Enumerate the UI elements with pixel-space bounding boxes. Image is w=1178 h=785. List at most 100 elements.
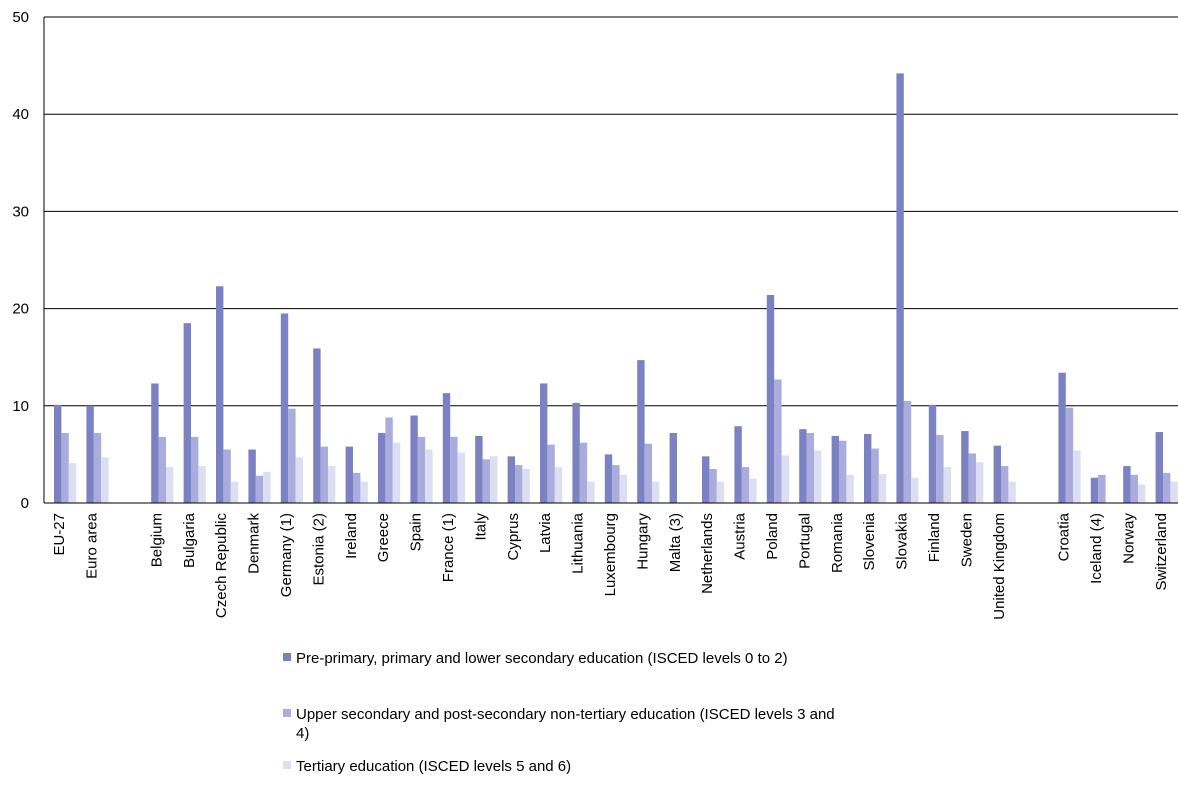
x-tick-label-netherlands: Netherlands	[699, 513, 716, 594]
bar-estonia-2-series-2	[320, 446, 328, 503]
bar-sweden-series-3	[976, 462, 984, 503]
bar-finland-series-1	[928, 404, 937, 503]
x-tick-label-eu-27: EU-27	[51, 513, 68, 556]
bar-cyprus-series-2	[515, 465, 523, 503]
bar-poland-series-2	[774, 379, 782, 503]
bar-luxembourg-series-3	[619, 474, 627, 503]
x-tick-label-iceland-4: Iceland (4)	[1088, 513, 1105, 584]
legend-swatch-series-3	[283, 761, 291, 769]
bar-italy-series-2	[482, 459, 490, 503]
bar-eu-27-series-2	[61, 433, 69, 503]
y-axis-ticks: 0 10 20 30 40 50	[12, 9, 29, 512]
x-tick-label-estonia-2: Estonia (2)	[310, 513, 327, 586]
x-tick-label-hungary: Hungary	[634, 513, 651, 570]
bar-cyprus-series-3	[522, 468, 530, 503]
bar-bulgaria-series-2	[191, 436, 199, 503]
bar-germany-1-series-1	[280, 313, 289, 503]
bar-ireland-series-1	[345, 446, 353, 503]
bar-netherlands-series-2	[709, 468, 717, 503]
axes	[43, 17, 1178, 504]
bar-germany-1-series-3	[295, 457, 303, 503]
x-tick-label-italy: Italy	[472, 513, 489, 541]
bar-slovenia-series-2	[871, 448, 879, 503]
bar-austria-series-3	[749, 478, 757, 503]
bar-greece-series-3	[392, 442, 401, 503]
bar-poland-series-3	[781, 455, 789, 503]
x-tick-label-czech-republic: Czech Republic	[213, 513, 230, 619]
bar-united-kingdom-series-3	[1008, 481, 1016, 503]
bar-germany-1-series-2	[288, 408, 296, 503]
bar-austria-series-1	[734, 426, 742, 503]
bar-greece-series-1	[378, 433, 386, 503]
bar-lithuania-series-2	[579, 442, 588, 503]
bar-slovakia-series-1	[896, 73, 904, 503]
x-tick-label-norway: Norway	[1120, 513, 1137, 564]
gridlines	[44, 16, 1178, 407]
legend: Pre-primary, primary and lower secondary…	[283, 650, 835, 775]
bars	[54, 73, 1178, 503]
bar-bulgaria-series-3	[198, 466, 206, 503]
x-tick-label-latvia: Latvia	[537, 512, 554, 553]
x-tick-label-lithuania: Lithuania	[570, 512, 587, 574]
bar-malta-3-series-1	[669, 433, 677, 503]
x-tick-label-greece: Greece	[375, 513, 392, 562]
category-labels: EU-27 Euro area Belgium Bulgaria Czech Repub…	[51, 512, 1170, 619]
bar-switzerland-series-1	[1155, 432, 1163, 503]
bar-latvia-series-3	[554, 467, 563, 503]
bar-norway-series-3	[1138, 484, 1146, 503]
x-tick-label-croatia: Croatia	[1056, 512, 1073, 561]
bar-euro-area-series-3	[101, 457, 109, 503]
x-tick-label-france-1: France (1)	[440, 513, 457, 582]
bar-croatia-series-2	[1065, 407, 1074, 503]
y-tick-label: 20	[12, 301, 29, 318]
x-tick-label-united-kingdom: United Kingdom	[991, 513, 1008, 620]
x-tick-label-denmark: Denmark	[246, 513, 263, 574]
legend-label-series-3: Tertiary education (ISCED levels 5 and 6…	[296, 758, 571, 775]
bar-netherlands-series-3	[716, 481, 725, 503]
bar-lithuania-series-3	[587, 481, 595, 503]
x-tick-label-sweden: Sweden	[958, 513, 975, 567]
bar-france-1-series-2	[450, 436, 458, 503]
y-tick-label: 10	[12, 398, 29, 415]
x-tick-label-finland: Finland	[926, 513, 943, 562]
x-tick-label-malta-3: Malta (3)	[667, 513, 684, 572]
bar-cyprus-series-1	[507, 456, 515, 503]
bar-romania-series-3	[846, 474, 854, 503]
legend-swatch-series-2	[283, 709, 291, 717]
bar-czech-republic-series-3	[230, 481, 239, 503]
bar-slovenia-series-3	[878, 473, 887, 503]
bar-italy-series-3	[490, 456, 498, 503]
x-tick-label-portugal: Portugal	[796, 513, 813, 569]
bar-latvia-series-2	[547, 444, 555, 503]
bar-slovakia-series-2	[903, 400, 912, 503]
x-tick-label-germany-1: Germany (1)	[278, 513, 295, 597]
bar-greece-series-2	[385, 417, 393, 503]
bar-estonia-2-series-3	[328, 466, 336, 503]
y-tick-label: 40	[12, 106, 29, 123]
x-tick-label-cyprus: Cyprus	[505, 513, 522, 561]
x-tick-label-switzerland: Switzerland	[1153, 513, 1170, 591]
bar-bulgaria-series-1	[183, 323, 191, 503]
bar-latvia-series-1	[540, 383, 548, 503]
bar-euro-area-series-2	[93, 433, 102, 503]
bar-romania-series-1	[831, 435, 839, 503]
x-tick-label-romania: Romania	[829, 512, 846, 573]
x-tick-label-slovenia: Slovenia	[861, 512, 878, 570]
bar-spain-series-3	[425, 449, 433, 503]
bar-croatia-series-3	[1073, 450, 1081, 503]
bar-united-kingdom-series-1	[993, 445, 1001, 503]
bar-hungary-series-2	[644, 443, 652, 503]
bar-france-1-series-1	[442, 393, 451, 503]
bar-switzerland-series-3	[1170, 481, 1178, 503]
bar-italy-series-1	[475, 435, 483, 503]
bar-iceland-4-series-2	[1098, 474, 1106, 503]
bar-denmark-series-2	[255, 475, 264, 503]
bar-sweden-series-1	[961, 431, 969, 503]
bar-norway-series-2	[1130, 474, 1138, 503]
x-tick-label-poland: Poland	[764, 513, 781, 560]
bar-denmark-series-3	[263, 471, 271, 503]
bar-portugal-series-3	[814, 450, 822, 503]
legend-label-series-2: Upper secondary and post-secondary non-t…	[296, 706, 835, 742]
bar-iceland-4-series-1	[1090, 477, 1099, 503]
